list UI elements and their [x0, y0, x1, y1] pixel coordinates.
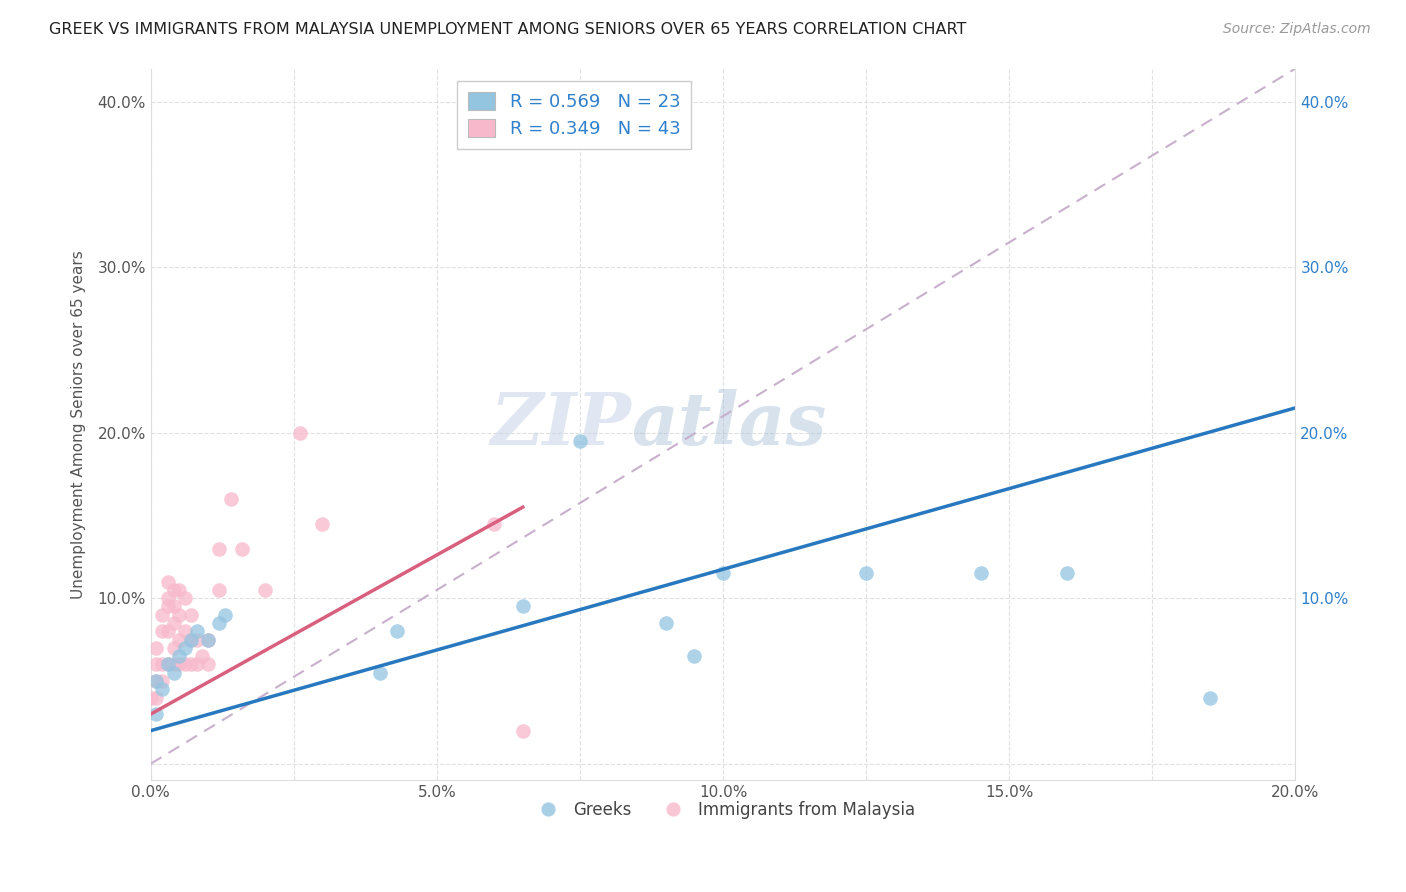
Point [156, 574, 179, 589]
Point [169, 657, 191, 672]
Point [219, 491, 242, 506]
Point [1056, 566, 1078, 581]
Point [254, 582, 277, 597]
Point [180, 657, 202, 672]
Point [139, 690, 162, 705]
Point [208, 582, 231, 597]
Point [156, 657, 179, 672]
Point [214, 607, 236, 622]
Point [169, 582, 191, 597]
Point [162, 657, 184, 672]
Point [512, 599, 534, 614]
Point [197, 632, 219, 647]
Point [150, 624, 173, 639]
Point [482, 516, 505, 531]
Point [1198, 690, 1220, 705]
Point [162, 599, 184, 614]
Point [145, 673, 167, 688]
Point [145, 707, 167, 722]
Point [855, 566, 877, 581]
Point [186, 632, 208, 647]
Point [150, 657, 173, 672]
Point [711, 566, 734, 581]
Point [180, 632, 202, 647]
Point [174, 624, 197, 639]
Point [385, 624, 408, 639]
Point [156, 624, 179, 639]
Point [150, 673, 173, 688]
Point [156, 591, 179, 606]
Point [655, 615, 678, 630]
Point [150, 682, 173, 697]
Point [180, 632, 202, 647]
Point [186, 624, 208, 639]
Text: Source: ZipAtlas.com: Source: ZipAtlas.com [1223, 22, 1371, 37]
Point [512, 723, 534, 738]
Point [311, 516, 333, 531]
Point [569, 434, 592, 448]
Point [208, 541, 231, 556]
Point [288, 425, 311, 440]
Point [145, 690, 167, 705]
Point [683, 649, 706, 664]
Point [197, 632, 219, 647]
Point [169, 607, 191, 622]
Point [191, 649, 214, 664]
Point [162, 665, 184, 680]
Point [145, 673, 167, 688]
Point [186, 657, 208, 672]
Point [169, 649, 191, 664]
Point [174, 640, 197, 655]
Point [368, 665, 391, 680]
Point [145, 657, 167, 672]
Point [174, 657, 197, 672]
Point [156, 599, 179, 614]
Point [162, 640, 184, 655]
Text: ZIP: ZIP [491, 389, 631, 460]
Text: GREEK VS IMMIGRANTS FROM MALAYSIA UNEMPLOYMENT AMONG SENIORS OVER 65 YEARS CORRE: GREEK VS IMMIGRANTS FROM MALAYSIA UNEMPL… [49, 22, 966, 37]
Point [162, 615, 184, 630]
Point [156, 657, 179, 672]
Point [162, 582, 184, 597]
Point [180, 607, 202, 622]
Point [150, 607, 173, 622]
Point [197, 657, 219, 672]
Point [231, 541, 253, 556]
Point [169, 632, 191, 647]
Text: atlas: atlas [631, 389, 827, 460]
Point [969, 566, 991, 581]
Legend: Greeks, Immigrants from Malaysia: Greeks, Immigrants from Malaysia [524, 794, 922, 825]
Point [174, 591, 197, 606]
Point [145, 640, 167, 655]
Y-axis label: Unemployment Among Seniors over 65 years: Unemployment Among Seniors over 65 years [72, 250, 86, 599]
Point [208, 615, 231, 630]
